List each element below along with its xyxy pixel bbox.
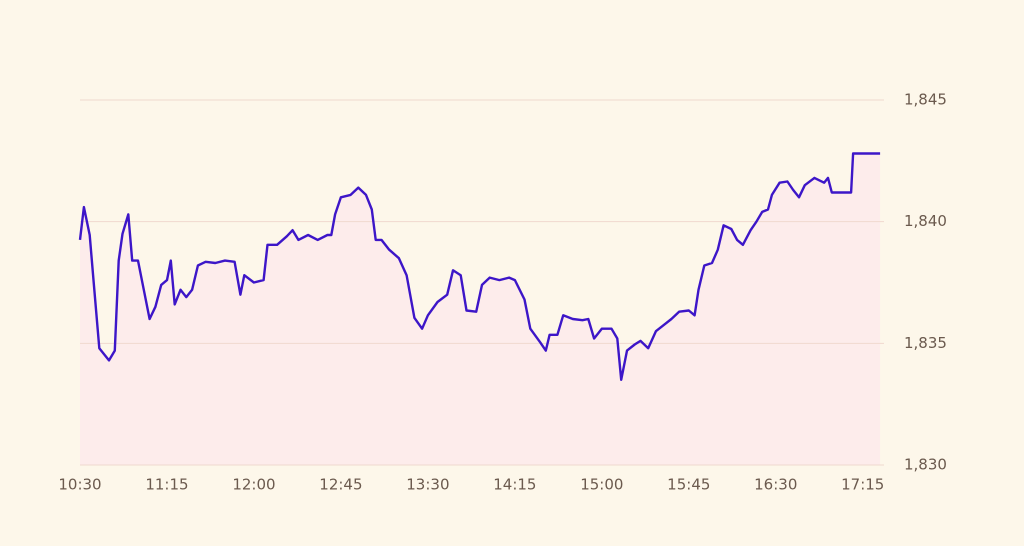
x-tick-label: 10:30 — [58, 476, 101, 494]
x-tick-label: 15:45 — [667, 476, 710, 494]
price-line — [78, 152, 881, 381]
x-tick-label: 13:30 — [406, 476, 449, 494]
y-tick-label: 1,840 — [904, 212, 947, 230]
y-tick-label: 1,835 — [904, 334, 947, 352]
x-tick-label: 17:15 — [841, 476, 884, 494]
x-tick-label: 11:15 — [145, 476, 188, 494]
x-tick-label: 15:00 — [580, 476, 623, 494]
area — [80, 153, 881, 465]
y-tick-label: 1,830 — [904, 456, 947, 474]
x-tick-label: 12:00 — [232, 476, 275, 494]
x-tick-label: 12:45 — [319, 476, 362, 494]
x-tick-label: 14:15 — [493, 476, 536, 494]
x-tick-label: 16:30 — [754, 476, 797, 494]
y-tick-label: 1,845 — [904, 91, 947, 109]
